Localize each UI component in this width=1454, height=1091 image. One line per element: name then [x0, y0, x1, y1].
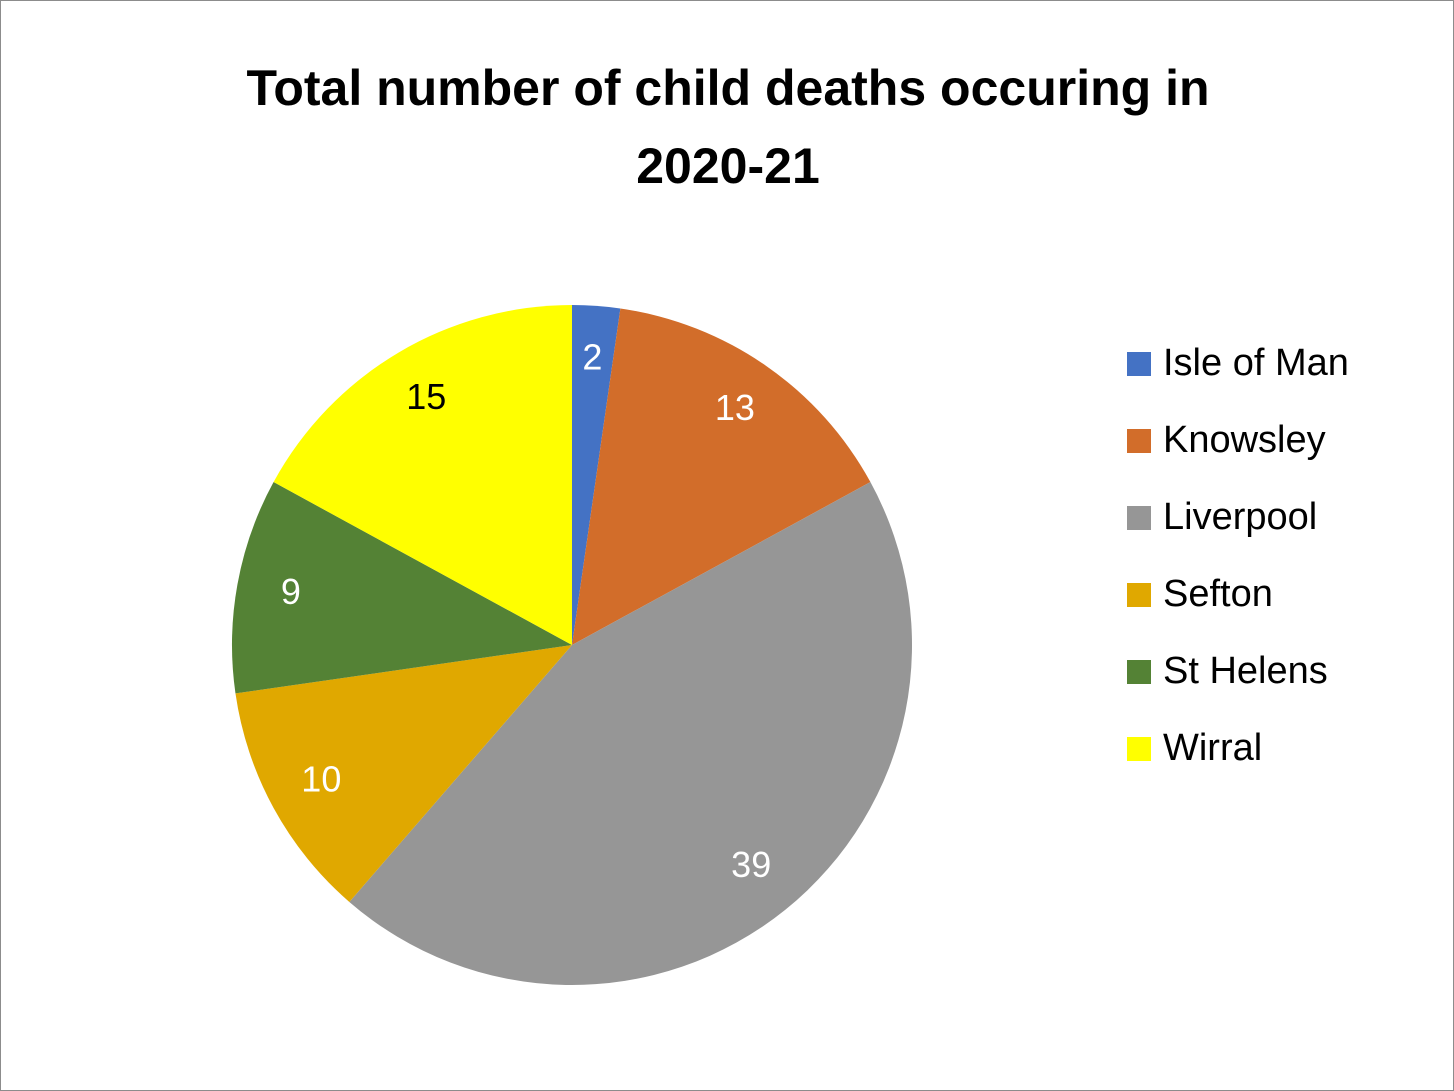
- pie-slice: [572, 305, 621, 645]
- legend-label: Wirral: [1163, 727, 1262, 769]
- legend-swatch: [1127, 583, 1151, 607]
- legend-swatch: [1127, 506, 1151, 530]
- data-label: 10: [301, 758, 341, 799]
- legend-label: St Helens: [1163, 650, 1328, 692]
- data-label: 15: [406, 376, 446, 417]
- data-label: 9: [281, 571, 301, 612]
- legend-label: Isle of Man: [1163, 342, 1349, 384]
- chart-title: Total number of child deaths occuring in…: [246, 60, 1210, 194]
- legend-label: Knowsley: [1163, 419, 1326, 461]
- legend-swatch: [1127, 352, 1151, 376]
- pie-slice: [273, 305, 572, 645]
- data-label: 13: [715, 387, 755, 428]
- data-label: 39: [731, 844, 771, 885]
- legend-label: Sefton: [1163, 573, 1273, 615]
- data-label: 2: [582, 337, 602, 378]
- legend-label: Liverpool: [1163, 496, 1317, 538]
- pie-slice: [572, 308, 871, 645]
- legend-swatch: [1127, 737, 1151, 761]
- legend-swatch: [1127, 660, 1151, 684]
- pie-slice: [349, 482, 912, 986]
- legend-swatch: [1127, 429, 1151, 453]
- pie-slice: [232, 482, 573, 694]
- pie-slice: [235, 645, 573, 902]
